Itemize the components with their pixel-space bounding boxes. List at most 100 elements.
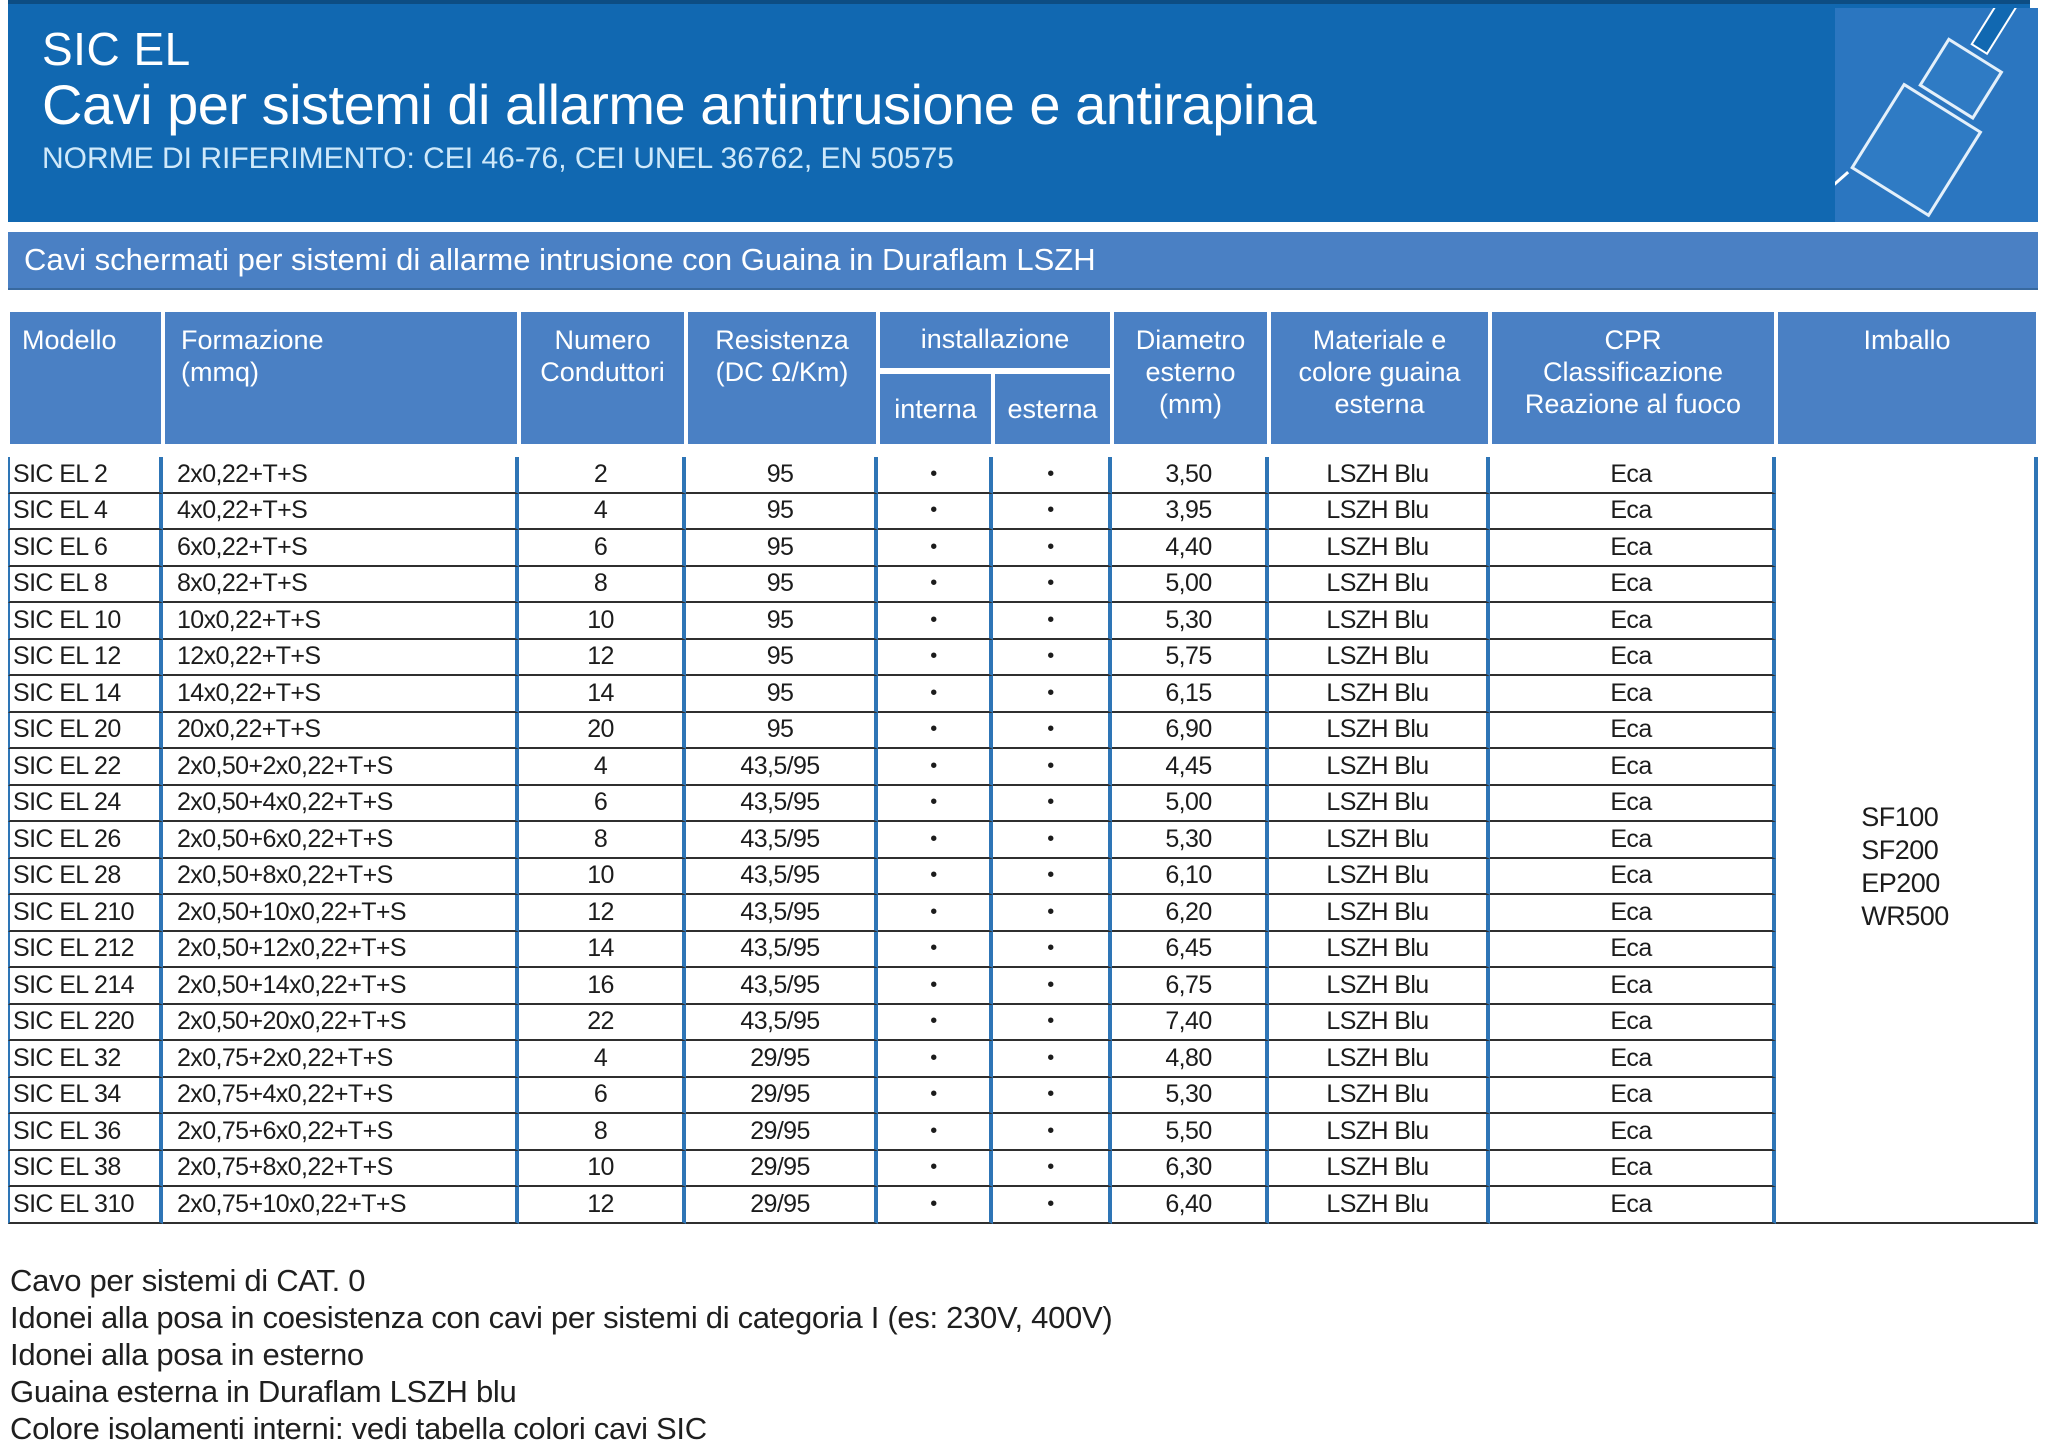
cell-formazione: 2x0,50+6x0,22+T+S (163, 822, 519, 859)
col-header-imballo: Imballo (1778, 312, 2036, 444)
cell-conduttori: 12 (519, 639, 686, 676)
cell-conduttori: 6 (519, 785, 686, 822)
footnote-line: Guaina esterna in Duraflam LSZH blu (10, 1374, 517, 1409)
cell-formazione: 4x0,22+T+S (163, 493, 519, 530)
cell-cpr: Eca (1490, 822, 1776, 859)
cell-installazione-esterna-dot: • (993, 603, 1112, 640)
cell-installazione-esterna-dot: • (993, 822, 1112, 859)
cell-formazione: 2x0,75+2x0,22+T+S (163, 1041, 519, 1078)
reference-norms: NORME DI RIFERIMENTO: CEI 46-76, CEI UNE… (42, 142, 954, 175)
cell-guaina: LSZH Blu (1269, 603, 1490, 640)
col-header-formazione: Formazione (mmq) (165, 312, 517, 444)
cell-formazione: 2x0,75+6x0,22+T+S (163, 1114, 519, 1151)
cell-modello: SIC EL 32 (8, 1041, 163, 1078)
cell-modello: SIC EL 28 (8, 858, 163, 895)
cell-formazione: 2x0,75+8x0,22+T+S (163, 1150, 519, 1187)
cell-cpr: Eca (1490, 1187, 1776, 1224)
col-header-numero-conduttori: Numero Conduttori (521, 312, 684, 444)
col-header-group-installazione: installazione interna esterna (878, 312, 1112, 444)
cell-resistenza: 43,5/95 (686, 1004, 878, 1041)
cell-installazione-esterna-dot: • (993, 858, 1112, 895)
cell-cpr: Eca (1490, 457, 1776, 494)
cell-cpr: Eca (1490, 1041, 1776, 1078)
cell-cpr: Eca (1490, 785, 1776, 822)
cell-installazione-esterna-dot: • (993, 1187, 1112, 1224)
cell-guaina: LSZH Blu (1269, 457, 1490, 494)
cell-conduttori: 16 (519, 968, 686, 1005)
cell-formazione: 2x0,50+12x0,22+T+S (163, 931, 519, 968)
cell-installazione-interna-dot: • (878, 493, 993, 530)
cell-diametro: 5,30 (1112, 603, 1269, 640)
cell-conduttori: 20 (519, 712, 686, 749)
imballo-value: SF100 (1861, 802, 1939, 833)
cell-diametro: 6,15 (1112, 676, 1269, 713)
cell-conduttori: 14 (519, 676, 686, 713)
cell-installazione-esterna-dot: • (993, 1150, 1112, 1187)
cell-cpr: Eca (1490, 676, 1776, 713)
cell-installazione-esterna-dot: • (993, 1041, 1112, 1078)
table-body-wrap: SIC EL 2 2x0,22+T+S 2 95 • • 3,50 LSZH B… (8, 457, 2038, 1224)
cell-guaina: LSZH Blu (1269, 712, 1490, 749)
cell-installazione-interna-dot: • (878, 676, 993, 713)
cell-conduttori: 8 (519, 566, 686, 603)
cell-modello: SIC EL 38 (8, 1150, 163, 1187)
col-header-resistenza: Resistenza (DC Ω/Km) (688, 312, 876, 444)
cell-formazione: 2x0,75+4x0,22+T+S (163, 1077, 519, 1114)
cell-cpr: Eca (1490, 639, 1776, 676)
cell-resistenza: 29/95 (686, 1150, 878, 1187)
cell-cpr: Eca (1490, 858, 1776, 895)
footnote-line: Cavo per sistemi di CAT. 0 (10, 1263, 366, 1298)
cell-cpr: Eca (1490, 749, 1776, 786)
cell-modello: SIC EL 310 (8, 1187, 163, 1224)
col-header-cpr: CPR Classificazione Reazione al fuoco (1492, 312, 1774, 444)
footnote-line: Idonei alla posa in esterno (10, 1337, 364, 1372)
cell-installazione-esterna-dot: • (993, 1004, 1112, 1041)
cell-modello: SIC EL 26 (8, 822, 163, 859)
cell-resistenza: 29/95 (686, 1077, 878, 1114)
cell-resistenza: 29/95 (686, 1187, 878, 1224)
cell-installazione-interna-dot: • (878, 530, 993, 567)
imballo-value: EP200 (1861, 868, 1940, 899)
cell-cpr: Eca (1490, 1077, 1776, 1114)
cell-diametro: 6,45 (1112, 931, 1269, 968)
cell-installazione-interna-dot: • (878, 1150, 993, 1187)
cell-installazione-esterna-dot: • (993, 931, 1112, 968)
cell-installazione-interna-dot: • (878, 1114, 993, 1151)
footnotes: Cavo per sistemi di CAT. 0 Idonei alla p… (10, 1262, 1113, 1442)
imballo-value: SF200 (1861, 835, 1939, 866)
cell-modello: SIC EL 14 (8, 676, 163, 713)
cell-guaina: LSZH Blu (1269, 822, 1490, 859)
cell-installazione-interna-dot: • (878, 566, 993, 603)
cell-installazione-esterna-dot: • (993, 968, 1112, 1005)
cell-cpr: Eca (1490, 1150, 1776, 1187)
cell-resistenza: 29/95 (686, 1041, 878, 1078)
cell-guaina: LSZH Blu (1269, 639, 1490, 676)
cell-cpr: Eca (1490, 712, 1776, 749)
cell-formazione: 2x0,22+T+S (163, 457, 519, 494)
cell-guaina: LSZH Blu (1269, 676, 1490, 713)
cell-conduttori: 12 (519, 895, 686, 932)
cable-illustration-panel (1835, 8, 2038, 222)
cell-formazione: 6x0,22+T+S (163, 530, 519, 567)
imballo-merged-cell: SF100 SF200 EP200 WR500 (1776, 457, 2038, 1224)
cell-installazione-esterna-dot: • (993, 1114, 1112, 1151)
cell-cpr: Eca (1490, 603, 1776, 640)
cell-guaina: LSZH Blu (1269, 931, 1490, 968)
cell-installazione-esterna-dot: • (993, 749, 1112, 786)
cell-cpr: Eca (1490, 530, 1776, 567)
cell-installazione-interna-dot: • (878, 931, 993, 968)
cell-guaina: LSZH Blu (1269, 968, 1490, 1005)
cell-conduttori: 14 (519, 931, 686, 968)
cable-connector-icon (1835, 8, 2027, 218)
col-header-modello: Modello (10, 312, 161, 444)
cell-diametro: 5,00 (1112, 785, 1269, 822)
cell-formazione: 14x0,22+T+S (163, 676, 519, 713)
cell-cpr: Eca (1490, 968, 1776, 1005)
cell-installazione-interna-dot: • (878, 1041, 993, 1078)
cell-formazione: 10x0,22+T+S (163, 603, 519, 640)
cell-diametro: 5,30 (1112, 822, 1269, 859)
cell-guaina: LSZH Blu (1269, 566, 1490, 603)
cell-conduttori: 10 (519, 603, 686, 640)
cell-installazione-interna-dot: • (878, 1077, 993, 1114)
